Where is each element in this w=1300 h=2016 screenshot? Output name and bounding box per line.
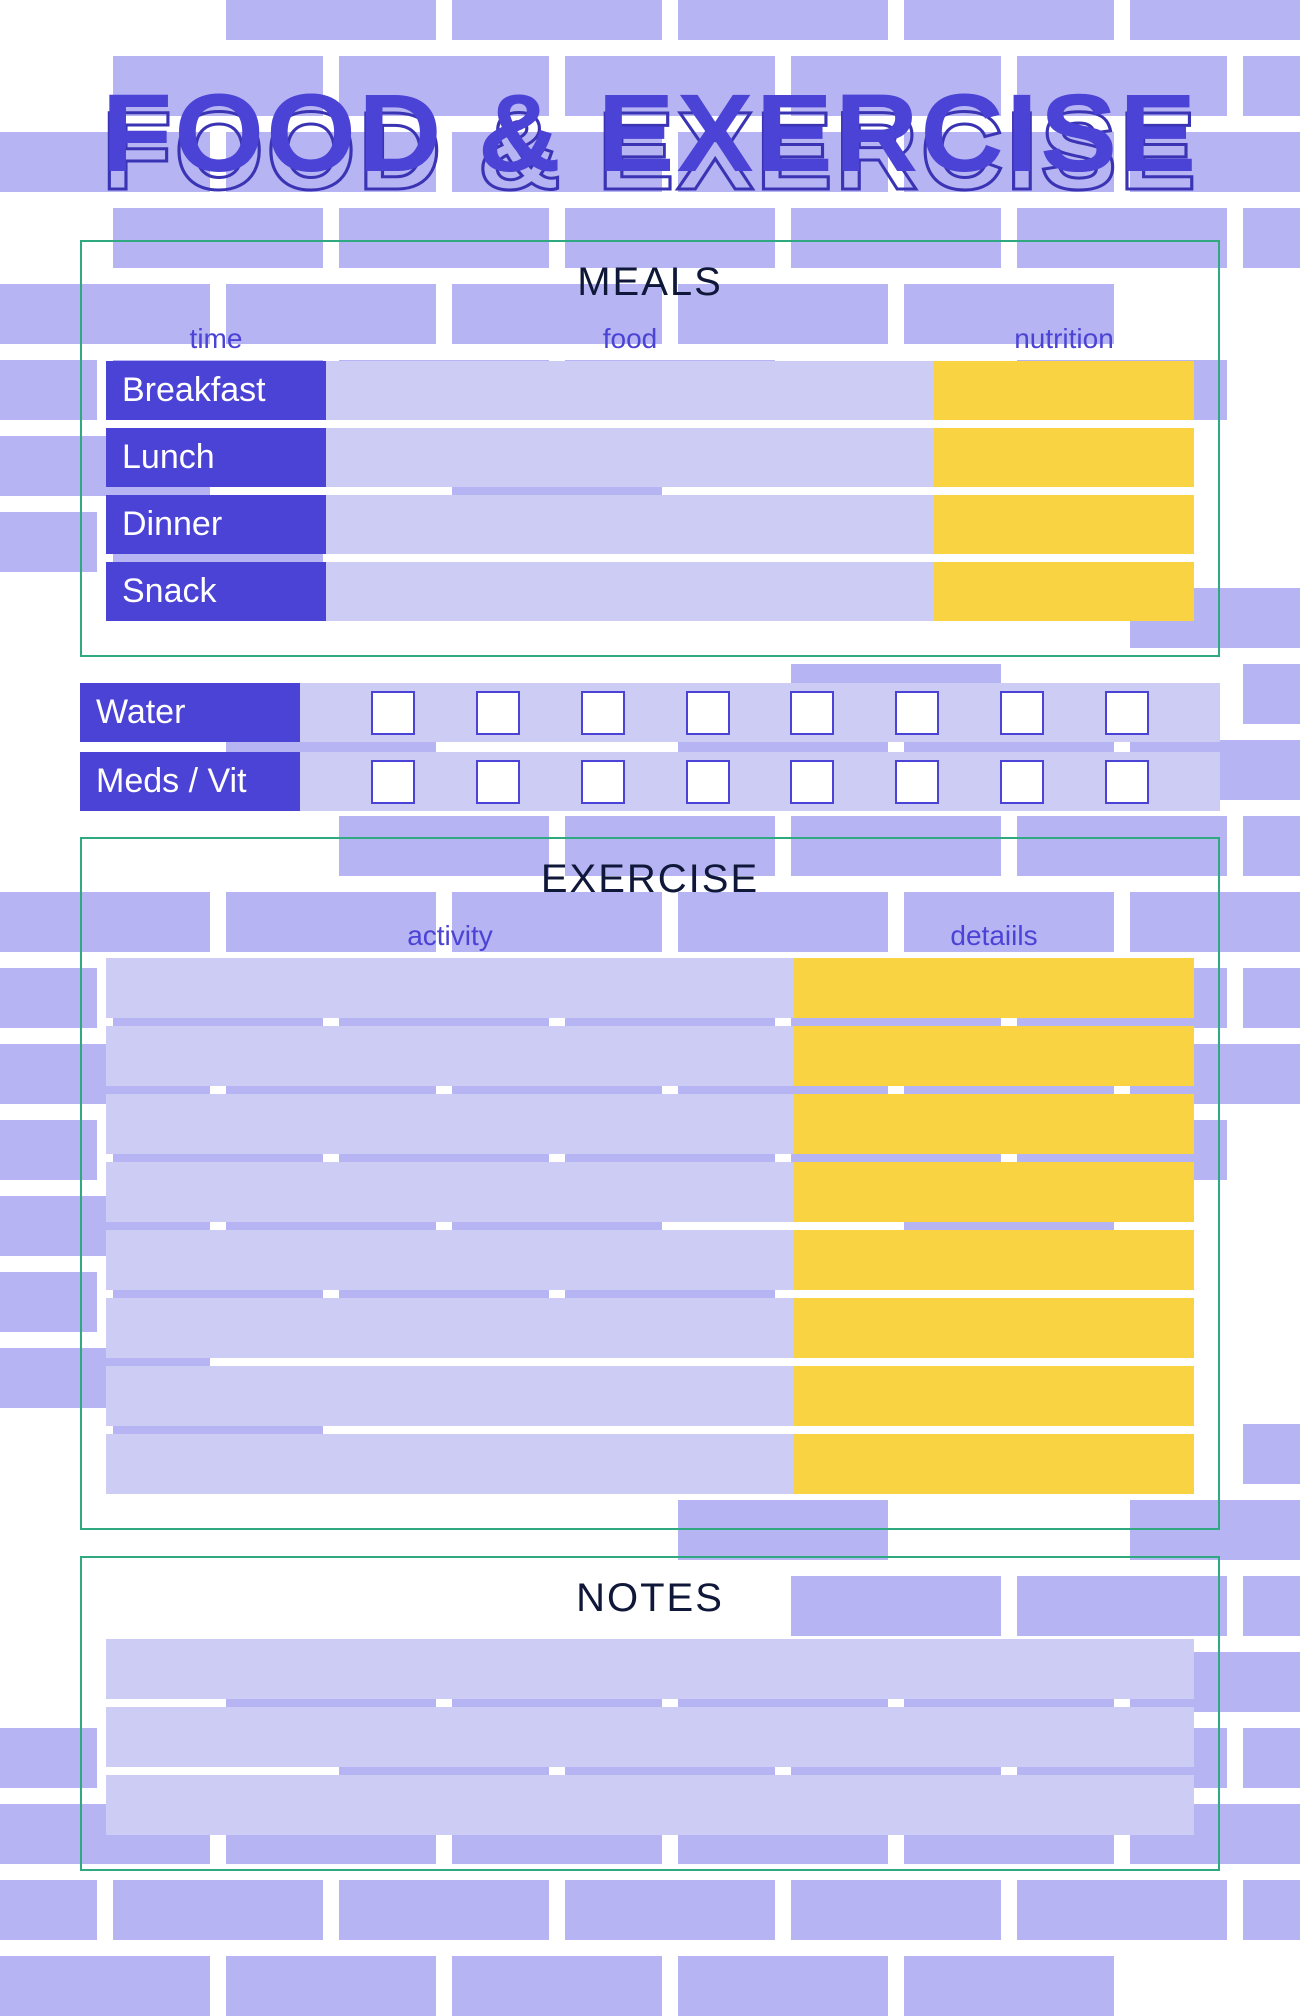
meals-panel: MEALS time food nutrition Breakfast Lunch… bbox=[80, 240, 1220, 657]
exercise-details-cell[interactable] bbox=[794, 1162, 1194, 1222]
checkbox[interactable] bbox=[1105, 691, 1149, 735]
checkbox[interactable] bbox=[790, 691, 834, 735]
checkbox[interactable] bbox=[1105, 760, 1149, 804]
col-nutrition: nutrition bbox=[934, 323, 1194, 355]
meal-row: Breakfast bbox=[106, 361, 1194, 420]
exercise-row bbox=[106, 1094, 1194, 1154]
exercise-row bbox=[106, 1434, 1194, 1494]
checkbox[interactable] bbox=[1000, 691, 1044, 735]
exercise-activity-cell[interactable] bbox=[106, 1026, 794, 1086]
checkbox[interactable] bbox=[895, 760, 939, 804]
checkbox[interactable] bbox=[476, 760, 520, 804]
exercise-row bbox=[106, 1230, 1194, 1290]
exercise-column-headers: activity detaiils bbox=[106, 920, 1194, 952]
checkbox[interactable] bbox=[895, 691, 939, 735]
checkbox[interactable] bbox=[790, 760, 834, 804]
checkbox[interactable] bbox=[686, 760, 730, 804]
notes-rows bbox=[106, 1639, 1194, 1835]
notes-heading: NOTES bbox=[106, 1576, 1194, 1621]
meal-food-cell[interactable] bbox=[326, 562, 934, 621]
checkbox[interactable] bbox=[371, 760, 415, 804]
meals-heading: MEALS bbox=[106, 260, 1194, 305]
exercise-details-cell[interactable] bbox=[794, 1094, 1194, 1154]
exercise-row bbox=[106, 1026, 1194, 1086]
exercise-details-cell[interactable] bbox=[794, 1366, 1194, 1426]
water-checkboxes bbox=[300, 683, 1220, 742]
meal-label: Lunch bbox=[106, 428, 326, 487]
exercise-activity-cell[interactable] bbox=[106, 958, 794, 1018]
exercise-rows bbox=[106, 958, 1194, 1494]
col-details: detaiils bbox=[794, 920, 1194, 952]
meal-label: Breakfast bbox=[106, 361, 326, 420]
exercise-details-cell[interactable] bbox=[794, 1230, 1194, 1290]
exercise-activity-cell[interactable] bbox=[106, 1298, 794, 1358]
col-time: time bbox=[106, 323, 326, 355]
exercise-row bbox=[106, 1162, 1194, 1222]
water-row: Water bbox=[80, 683, 1220, 742]
page-title: FOOD & EXERCISE FOOD & EXERCISE bbox=[80, 70, 1220, 200]
exercise-activity-cell[interactable] bbox=[106, 1230, 794, 1290]
meals-column-headers: time food nutrition bbox=[106, 323, 1194, 355]
meal-row: Lunch bbox=[106, 428, 1194, 487]
meds-row: Meds / Vit bbox=[80, 752, 1220, 811]
checkbox[interactable] bbox=[476, 691, 520, 735]
meal-nutrition-cell[interactable] bbox=[934, 495, 1194, 554]
meal-label: Snack bbox=[106, 562, 326, 621]
exercise-row bbox=[106, 1366, 1194, 1426]
exercise-row bbox=[106, 1298, 1194, 1358]
exercise-details-cell[interactable] bbox=[794, 1298, 1194, 1358]
trackers-section: Water Meds / Vit bbox=[80, 683, 1220, 811]
title-fill: FOOD & EXERCISE bbox=[52, 70, 1249, 197]
meal-row: Snack bbox=[106, 562, 1194, 621]
notes-row[interactable] bbox=[106, 1639, 1194, 1699]
checkbox[interactable] bbox=[581, 760, 625, 804]
meals-rows: Breakfast Lunch Dinner Snack bbox=[106, 361, 1194, 621]
exercise-details-cell[interactable] bbox=[794, 1026, 1194, 1086]
exercise-heading: EXERCISE bbox=[106, 857, 1194, 902]
exercise-activity-cell[interactable] bbox=[106, 1434, 794, 1494]
notes-row[interactable] bbox=[106, 1775, 1194, 1835]
checkbox[interactable] bbox=[1000, 760, 1044, 804]
col-food: food bbox=[326, 323, 934, 355]
meds-checkboxes bbox=[300, 752, 1220, 811]
exercise-activity-cell[interactable] bbox=[106, 1162, 794, 1222]
notes-row[interactable] bbox=[106, 1707, 1194, 1767]
meal-food-cell[interactable] bbox=[326, 495, 934, 554]
meal-nutrition-cell[interactable] bbox=[934, 562, 1194, 621]
exercise-activity-cell[interactable] bbox=[106, 1094, 794, 1154]
meal-food-cell[interactable] bbox=[326, 428, 934, 487]
exercise-details-cell[interactable] bbox=[794, 958, 1194, 1018]
meal-food-cell[interactable] bbox=[326, 361, 934, 420]
meal-nutrition-cell[interactable] bbox=[934, 428, 1194, 487]
meal-label: Dinner bbox=[106, 495, 326, 554]
col-activity: activity bbox=[106, 920, 794, 952]
meds-label: Meds / Vit bbox=[80, 752, 300, 811]
water-label: Water bbox=[80, 683, 300, 742]
exercise-panel: EXERCISE activity detaiils bbox=[80, 837, 1220, 1530]
meal-row: Dinner bbox=[106, 495, 1194, 554]
notes-panel: NOTES bbox=[80, 1556, 1220, 1871]
checkbox[interactable] bbox=[581, 691, 625, 735]
checkbox[interactable] bbox=[371, 691, 415, 735]
exercise-row bbox=[106, 958, 1194, 1018]
exercise-activity-cell[interactable] bbox=[106, 1366, 794, 1426]
exercise-details-cell[interactable] bbox=[794, 1434, 1194, 1494]
meal-nutrition-cell[interactable] bbox=[934, 361, 1194, 420]
page-content: FOOD & EXERCISE FOOD & EXERCISE MEALS ti… bbox=[0, 0, 1300, 1937]
checkbox[interactable] bbox=[686, 691, 730, 735]
